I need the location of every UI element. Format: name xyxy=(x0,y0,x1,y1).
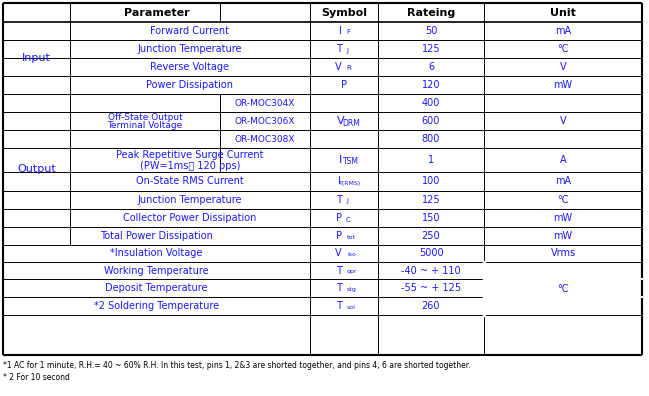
Text: Forward Current: Forward Current xyxy=(151,26,230,36)
Text: °C: °C xyxy=(557,284,569,293)
Text: 1: 1 xyxy=(428,155,434,165)
Text: -40 ~ + 110: -40 ~ + 110 xyxy=(401,265,461,276)
Text: Total Power Dissipation: Total Power Dissipation xyxy=(100,231,213,241)
Text: opr: opr xyxy=(347,270,358,274)
Text: stg: stg xyxy=(347,287,357,292)
Text: 125: 125 xyxy=(422,195,440,205)
Text: V: V xyxy=(336,249,342,259)
Text: Collector Power Dissipation: Collector Power Dissipation xyxy=(123,213,257,223)
Text: sol: sol xyxy=(347,305,356,310)
Text: mA: mA xyxy=(555,177,571,187)
Text: 260: 260 xyxy=(422,301,440,311)
Text: Deposit Temperature: Deposit Temperature xyxy=(105,283,208,293)
Text: Rateing: Rateing xyxy=(407,8,455,17)
Text: mA: mA xyxy=(555,26,571,36)
Text: Peak Repetitive Surge Current: Peak Repetitive Surge Current xyxy=(116,150,263,160)
Text: OR-MOC308X: OR-MOC308X xyxy=(235,135,295,143)
Text: V: V xyxy=(337,116,345,126)
Text: V: V xyxy=(559,62,567,72)
Text: 250: 250 xyxy=(422,231,440,241)
Text: * 2 For 10 second: * 2 For 10 second xyxy=(3,373,70,381)
Text: F: F xyxy=(346,29,350,36)
Text: 150: 150 xyxy=(422,213,440,223)
Text: V: V xyxy=(336,62,342,72)
Text: Off-State Output: Off-State Output xyxy=(108,112,182,122)
Text: P: P xyxy=(336,213,342,223)
Text: 50: 50 xyxy=(425,26,437,36)
Text: 400: 400 xyxy=(422,98,440,108)
Text: T: T xyxy=(336,195,342,205)
Text: mW: mW xyxy=(554,231,572,241)
Text: Vrms: Vrms xyxy=(550,249,576,259)
Text: Power Dissipation: Power Dissipation xyxy=(147,80,234,90)
Text: 800: 800 xyxy=(422,134,440,144)
Text: C: C xyxy=(346,217,350,223)
Text: Unit: Unit xyxy=(550,8,576,17)
Text: mW: mW xyxy=(554,213,572,223)
Text: 100: 100 xyxy=(422,177,440,187)
Text: Output: Output xyxy=(17,164,56,175)
Text: *2 Soldering Temperature: *2 Soldering Temperature xyxy=(94,301,219,311)
Text: Terminal Voltage: Terminal Voltage xyxy=(107,122,182,131)
Text: OR-MOC304X: OR-MOC304X xyxy=(235,99,295,107)
Text: -55 ~ + 125: -55 ~ + 125 xyxy=(401,283,461,293)
Text: R: R xyxy=(346,65,350,72)
Text: Symbol: Symbol xyxy=(321,8,367,17)
Text: On-State RMS Current: On-State RMS Current xyxy=(136,177,244,187)
Text: 120: 120 xyxy=(422,80,440,90)
Text: 125: 125 xyxy=(422,44,440,54)
Text: 5000: 5000 xyxy=(419,249,443,259)
Text: Junction Temperature: Junction Temperature xyxy=(138,195,242,205)
Text: P: P xyxy=(336,231,342,241)
Text: I: I xyxy=(337,177,341,187)
Text: (PW=1ms， 120 pps): (PW=1ms， 120 pps) xyxy=(140,161,240,171)
Text: A: A xyxy=(559,155,567,165)
Text: DRM: DRM xyxy=(342,118,360,128)
Text: °C: °C xyxy=(557,44,569,54)
Text: T: T xyxy=(336,283,342,293)
Text: I: I xyxy=(338,155,341,165)
Text: T: T xyxy=(336,265,342,276)
Text: Reverse Voltage: Reverse Voltage xyxy=(151,62,230,72)
Text: mW: mW xyxy=(554,80,572,90)
Text: Working Temperature: Working Temperature xyxy=(104,265,209,276)
Text: J: J xyxy=(346,48,348,53)
Text: T(RMS): T(RMS) xyxy=(339,181,361,186)
Text: T: T xyxy=(336,44,342,54)
Text: Input: Input xyxy=(22,53,51,63)
Text: J: J xyxy=(346,198,348,204)
Text: °C: °C xyxy=(557,195,569,205)
Text: *Insulation Voltage: *Insulation Voltage xyxy=(110,249,202,259)
Text: I: I xyxy=(339,26,342,36)
Text: Parameter: Parameter xyxy=(124,8,190,17)
Text: TSM: TSM xyxy=(343,158,359,166)
Text: 600: 600 xyxy=(422,116,440,126)
Text: Junction Temperature: Junction Temperature xyxy=(138,44,242,54)
Text: V: V xyxy=(559,116,567,126)
Text: iso: iso xyxy=(347,253,356,257)
Text: P: P xyxy=(341,80,347,90)
Text: *1 AC for 1 minute, R.H.= 40 ~ 60% R.H. In this test, pins 1, 2&3 are shorted to: *1 AC for 1 minute, R.H.= 40 ~ 60% R.H. … xyxy=(3,362,471,371)
Text: T: T xyxy=(336,301,342,311)
Text: OR-MOC306X: OR-MOC306X xyxy=(235,116,295,126)
Text: tot: tot xyxy=(347,235,356,240)
Text: 6: 6 xyxy=(428,62,434,72)
